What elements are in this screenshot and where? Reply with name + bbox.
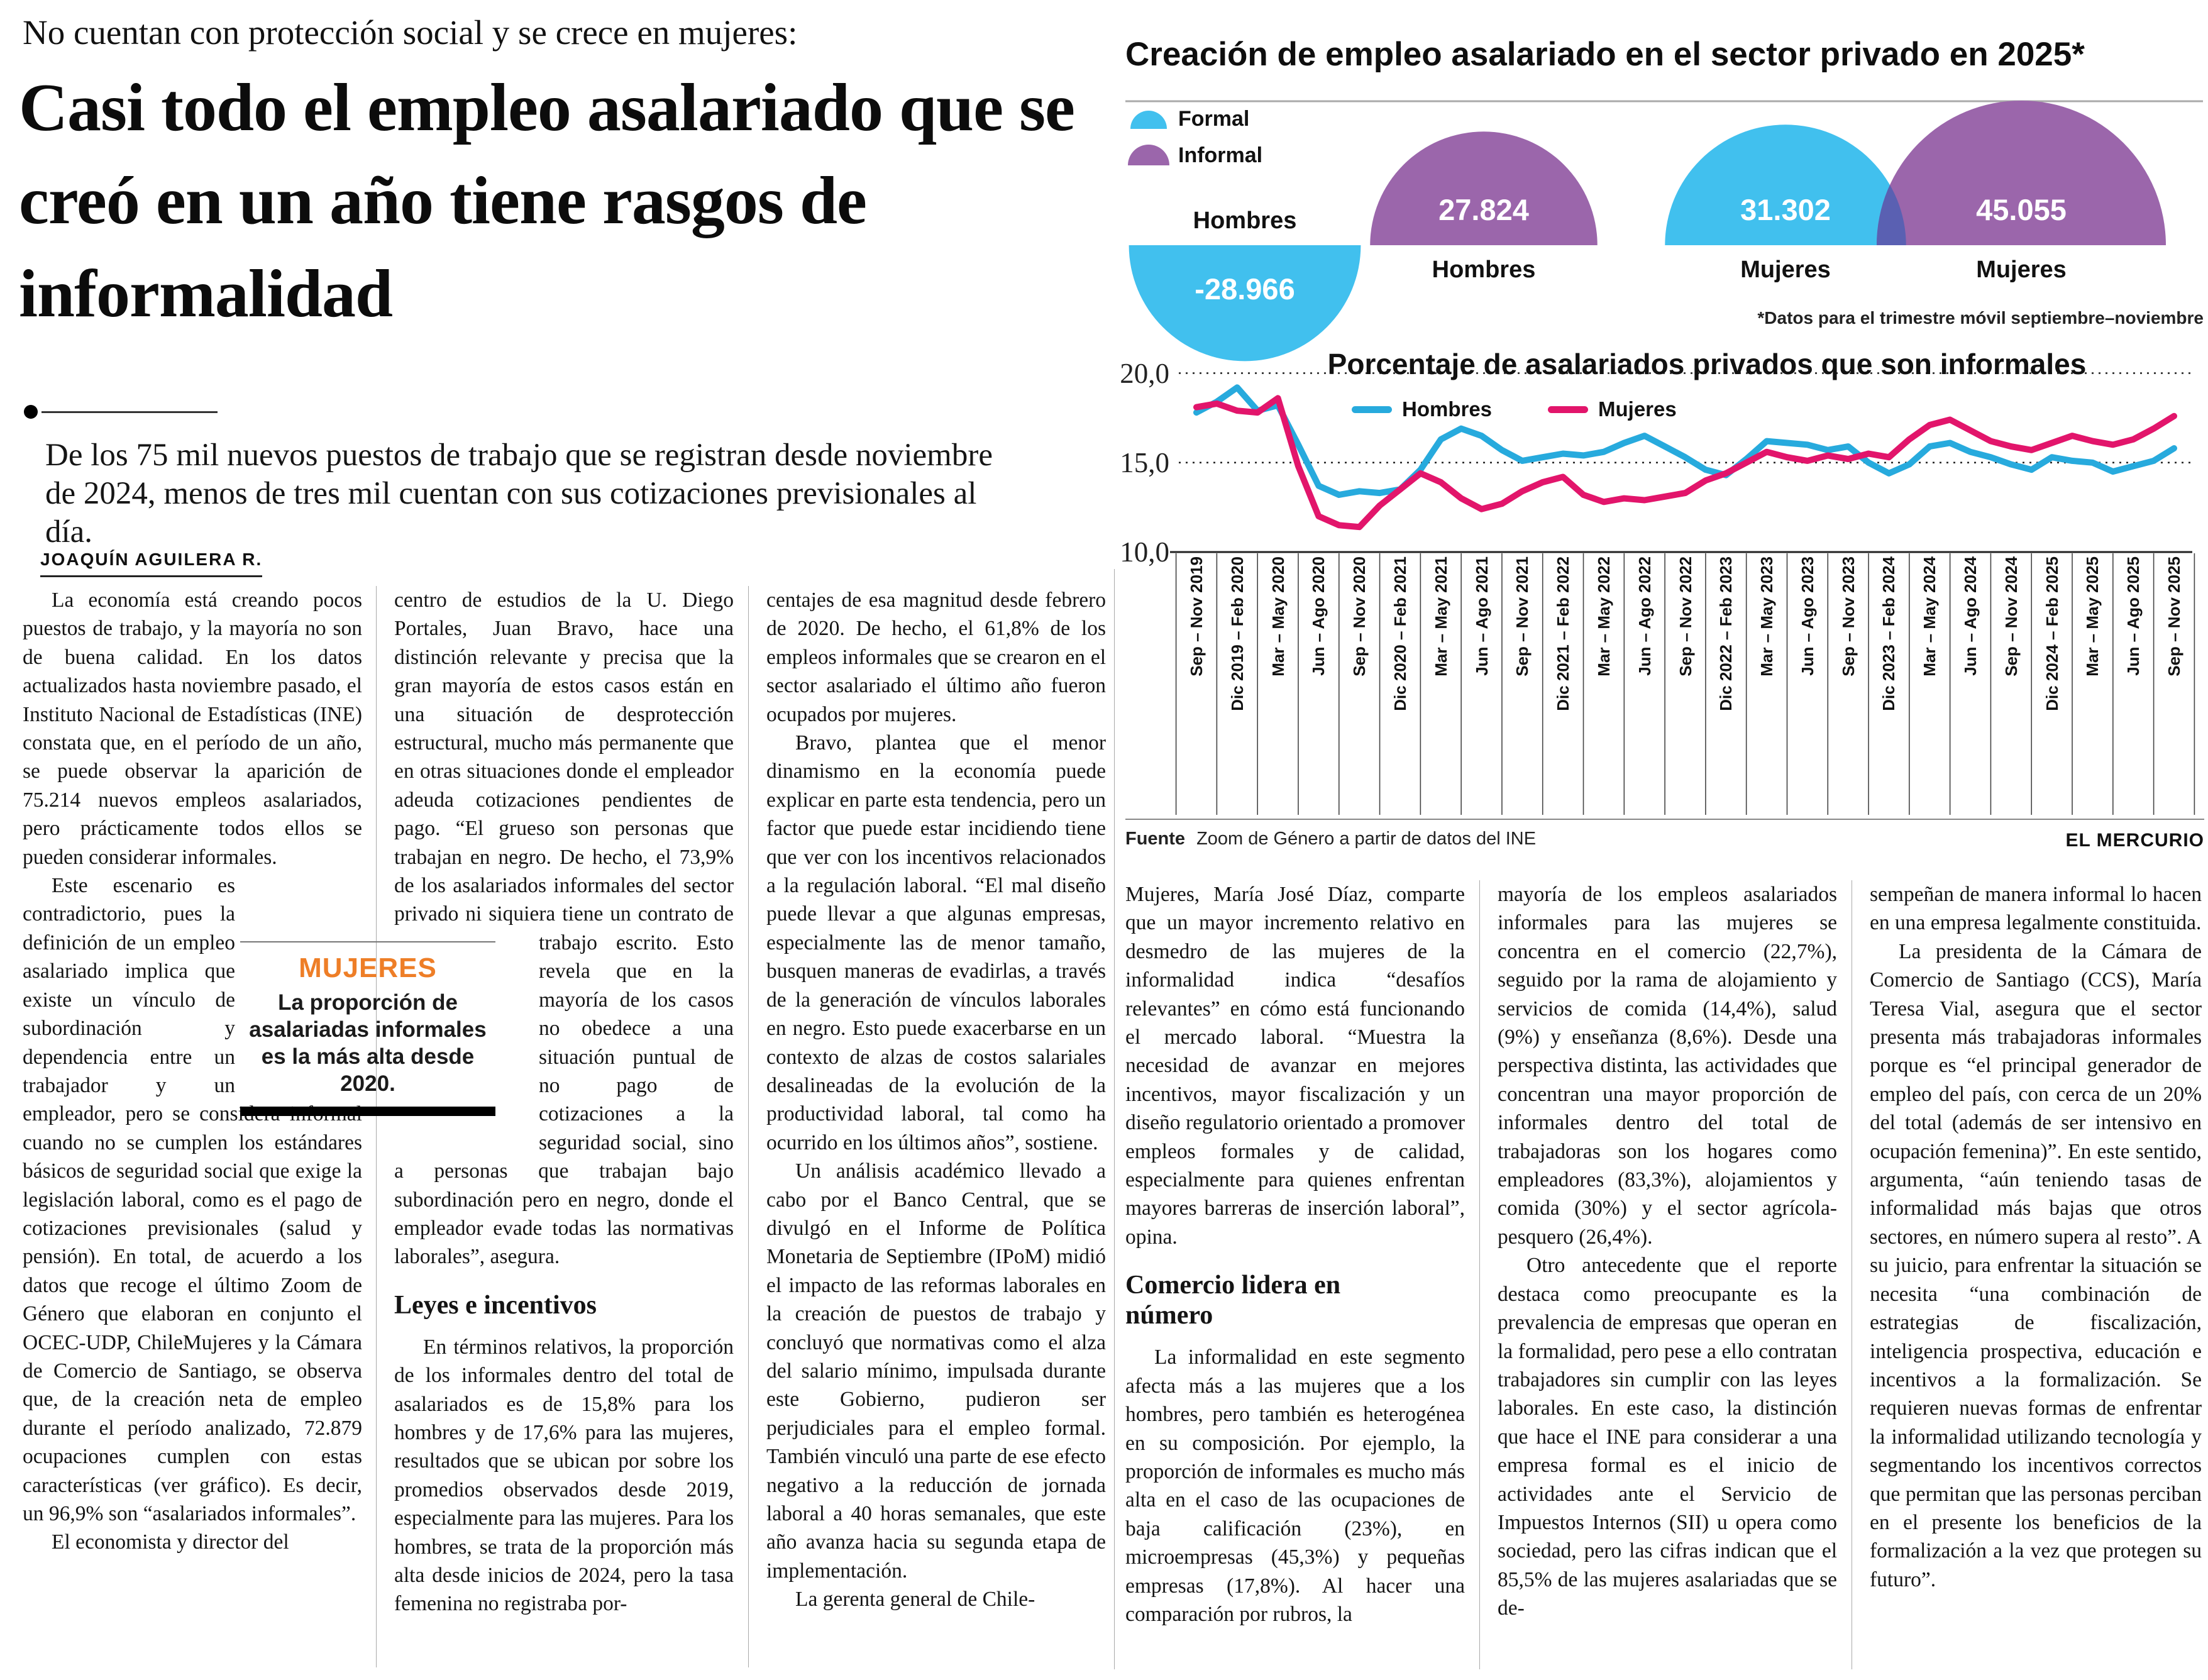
hombres-line-swatch-icon xyxy=(1352,406,1392,413)
highlight-box-text: La proporción de asalariadas informales … xyxy=(249,990,487,1096)
article-paragraph: Bravo, plantea que el menor dinamismo en… xyxy=(766,731,1106,1154)
article-paragraph: sempeñan de manera informal lo hacen en … xyxy=(1870,883,2202,935)
bubble-group-label: Hombres xyxy=(1432,257,1536,283)
article-paragraph: En términos relativos, la proporción de … xyxy=(394,1335,734,1616)
legend-label: Formal xyxy=(1178,107,1250,131)
article-paragraph: Otro antecedente que el reporte destaca … xyxy=(1498,1254,1837,1620)
column-divider xyxy=(1479,880,1480,1669)
x-axis-label: Jun – Ago 2022 xyxy=(1635,556,1654,676)
article-paragraph: La informalidad en este segmento afecta … xyxy=(1125,1346,1465,1626)
formal-dome-icon xyxy=(1130,111,1167,129)
x-axis-label: Jun – Ago 2023 xyxy=(1797,556,1817,676)
article-paragraph: El economista y director del xyxy=(52,1530,289,1554)
x-axis-label: Dic 2023 – Feb 2024 xyxy=(1879,556,1899,711)
article-paragraph: mayoría de los empleos asalariados infor… xyxy=(1498,883,1837,1249)
column-divider xyxy=(1114,569,1115,1669)
article-column-1: La economía está creando pocos puestos d… xyxy=(23,586,362,1671)
article-paragraph: centro de estudios de la U. Diego Portal… xyxy=(394,589,734,1269)
infographic-canvas xyxy=(1125,100,2203,815)
article-paragraph: Mujeres, María José Díaz, comparte que u… xyxy=(1125,883,1465,1249)
x-axis-label: Sep – Nov 2025 xyxy=(2165,556,2183,677)
x-axis-label: Jun – Ago 2024 xyxy=(1961,556,1980,676)
x-axis-label: Dic 2021 – Feb 2022 xyxy=(1554,556,1573,711)
line-legend-mujeres: Mujeres xyxy=(1548,397,1677,421)
column-subhead: Comercio lidera en número xyxy=(1125,1271,1341,1330)
article-paragraph: centajes de esa magnitud desde febrero d… xyxy=(766,589,1106,726)
highlight-box-bar xyxy=(240,1107,495,1116)
legend-label: Informal xyxy=(1178,143,1263,167)
informal-dome-icon xyxy=(1128,145,1169,165)
y-axis-tick: 15,0 xyxy=(1120,446,1169,478)
line-legend-label: Hombres xyxy=(1402,397,1493,421)
bubble-value: 31.302 xyxy=(1740,193,1831,226)
x-axis-label: Mar – May 2021 xyxy=(1431,556,1450,677)
highlight-box-kicker: MUJERES xyxy=(299,953,437,983)
legend-item-informal: Informal xyxy=(1128,143,1263,167)
x-axis-label: Mar – May 2024 xyxy=(1920,556,1940,677)
bullet-icon xyxy=(24,405,38,419)
source-label: Fuente xyxy=(1125,829,1186,849)
x-axis-label: Sep – Nov 2024 xyxy=(2001,556,2021,677)
bubble-value: 27.824 xyxy=(1438,193,1529,226)
bubble-group-label: Mujeres xyxy=(1740,257,1831,283)
source-rule xyxy=(1125,819,2204,820)
y-axis-tick: 10,0 xyxy=(1120,536,1169,568)
x-axis-label: Mar – May 2020 xyxy=(1268,556,1288,677)
bubble-group-label: Mujeres xyxy=(1976,257,2067,283)
line-legend-hombres: Hombres xyxy=(1352,397,1492,421)
article-paragraph: La presidenta de la Cámara de Comercio d… xyxy=(1870,939,2202,1591)
newspaper-brand: EL MERCURIO xyxy=(2065,830,2204,851)
x-axis-label: Dic 2019 – Feb 2020 xyxy=(1227,556,1247,711)
x-axis-label: Dic 2022 – Feb 2023 xyxy=(1716,556,1736,711)
series-line-mujeres xyxy=(1193,395,2177,531)
article-paragraph: La economía está creando pocos puestos d… xyxy=(23,589,362,869)
line-legend-label: Mujeres xyxy=(1598,397,1677,421)
chart-footnote: *Datos para el trimestre móvil septiembr… xyxy=(1757,308,2204,328)
y-axis-tick: 20,0 xyxy=(1120,357,1169,389)
source-line: Fuente Zoom de Género a partir de datos d… xyxy=(1125,829,1536,849)
article-paragraph: Un análisis académico llevado a cabo por… xyxy=(766,1159,1106,1583)
kicker: No cuentan con protección social y se cr… xyxy=(23,13,798,52)
highlight-box: MUJERES La proporción de asalariadas inf… xyxy=(240,941,495,1116)
mujeres-line-swatch-icon xyxy=(1548,406,1588,413)
chart-title: Creación de empleo asalariado en el sect… xyxy=(1125,36,2085,73)
highlight-box-rule xyxy=(240,941,495,942)
bubble-group-label: Hombres xyxy=(1193,207,1297,234)
x-axis-label: Jun – Ago 2021 xyxy=(1472,556,1491,676)
x-axis-label: Jun – Ago 2025 xyxy=(2124,556,2143,676)
bubble-value: -28.966 xyxy=(1195,272,1295,306)
line-chart-title: Porcentaje de asalariados privados que s… xyxy=(1327,348,2087,380)
legend-item-formal: Formal xyxy=(1130,107,1250,131)
x-axis-label: Mar – May 2022 xyxy=(1594,556,1613,677)
source-text: Zoom de Género a partir de datos del INE xyxy=(1196,829,1537,849)
article-paragraph: La gerenta general de Chile- xyxy=(795,1588,1035,1611)
x-axis-label: Mar – May 2025 xyxy=(2083,556,2102,677)
x-axis-label: Dic 2024 – Feb 2025 xyxy=(2042,556,2062,711)
x-axis-label: Sep – Nov 2021 xyxy=(1513,556,1532,677)
article-column-2: centro de estudios de la U. Diego Portal… xyxy=(394,586,734,1671)
bubble-value: 45.055 xyxy=(1976,193,2067,226)
series-line-hombres xyxy=(1193,384,2177,498)
article-column-6: sempeñan de manera informal lo hacen en … xyxy=(1870,880,2202,1671)
separator-rule xyxy=(41,411,218,413)
article-column-3: centajes de esa magnitud desde febrero d… xyxy=(766,586,1106,1671)
article-column-4: Mujeres, María José Díaz, comparte que u… xyxy=(1125,880,1465,1671)
column-divider xyxy=(748,586,749,1667)
column-subhead: Leyes e incentivos xyxy=(394,1290,597,1320)
x-axis-label: Mar – May 2023 xyxy=(1757,556,1777,677)
x-axis-label: Sep – Nov 2023 xyxy=(1838,556,1858,677)
article-column-5: mayoría de los empleos asalariados infor… xyxy=(1498,880,1837,1671)
lead-paragraph: De los 75 mil nuevos puestos de trabajo … xyxy=(45,438,993,550)
article-paragraph: Este escenario es contradictorio, pues l… xyxy=(23,874,362,1525)
x-axis-label: Dic 2020 – Feb 2021 xyxy=(1390,556,1410,711)
x-axis-label: Sep – Nov 2019 xyxy=(1187,556,1206,677)
headline: Casi todo el empleo asalariado que se cr… xyxy=(19,70,1075,331)
x-axis-label: Jun – Ago 2020 xyxy=(1309,556,1328,676)
x-axis-label: Sep – Nov 2020 xyxy=(1350,556,1369,677)
column-divider xyxy=(376,586,377,1667)
x-axis-label: Sep – Nov 2022 xyxy=(1675,556,1695,677)
headline-separator xyxy=(24,405,218,419)
byline: JOAQUÍN AGUILERA R. xyxy=(40,550,263,577)
